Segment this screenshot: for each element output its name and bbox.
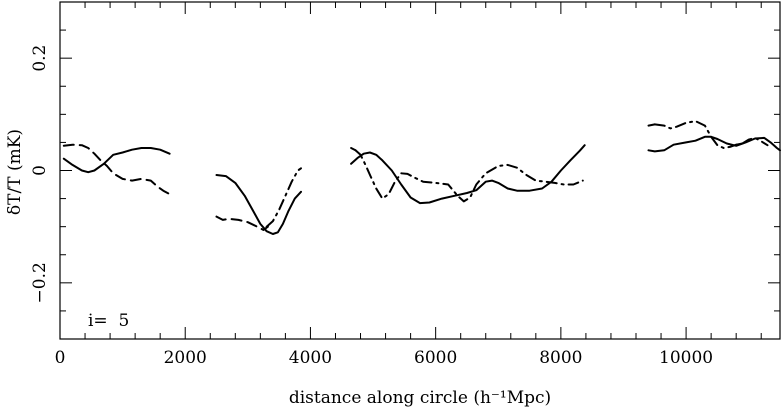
- series-solid-segment-2: [215, 174, 302, 235]
- tick-labels: 0 2000 4000 6000 8000 10000 −0.2 0 0.2: [30, 45, 713, 368]
- series-solid-segment-1: [62, 147, 171, 174]
- y-tick-label: −0.2: [30, 262, 50, 303]
- series-dashdot-segment-4: [741, 136, 769, 147]
- x-tick-label: 8000: [539, 348, 582, 368]
- y-axis-title: δT/T (mK): [5, 129, 25, 215]
- series-dashdot-segment-3: [653, 120, 738, 149]
- series-dashdot-segment-2: [354, 149, 584, 203]
- series-layer: [62, 120, 781, 235]
- ticks: [59, 1, 780, 340]
- x-tick-label: 6000: [414, 348, 457, 368]
- x-tick-label: 2000: [164, 348, 207, 368]
- annotation: i= 5: [88, 311, 129, 331]
- series-dashed-segment-2: [215, 215, 269, 231]
- plot-frame: [59, 1, 781, 340]
- x-tick-label: 0: [55, 348, 66, 368]
- series-solid-segment-4: [647, 135, 781, 153]
- series-dashdot-segment-1: [265, 167, 302, 228]
- x-tick-label: 10000: [659, 348, 713, 368]
- y-tick-label: 0.2: [30, 45, 50, 72]
- x-tick-label: 4000: [289, 348, 332, 368]
- series-dashed-segment-4: [647, 123, 656, 127]
- y-tick-label: 0: [30, 165, 50, 176]
- series-dashed-segment-5: [735, 142, 744, 146]
- series-dashed-segment-1: [62, 143, 171, 196]
- series-solid-segment-3: [350, 144, 586, 205]
- x-axis-title: distance along circle (h⁻¹Mpc): [289, 388, 551, 408]
